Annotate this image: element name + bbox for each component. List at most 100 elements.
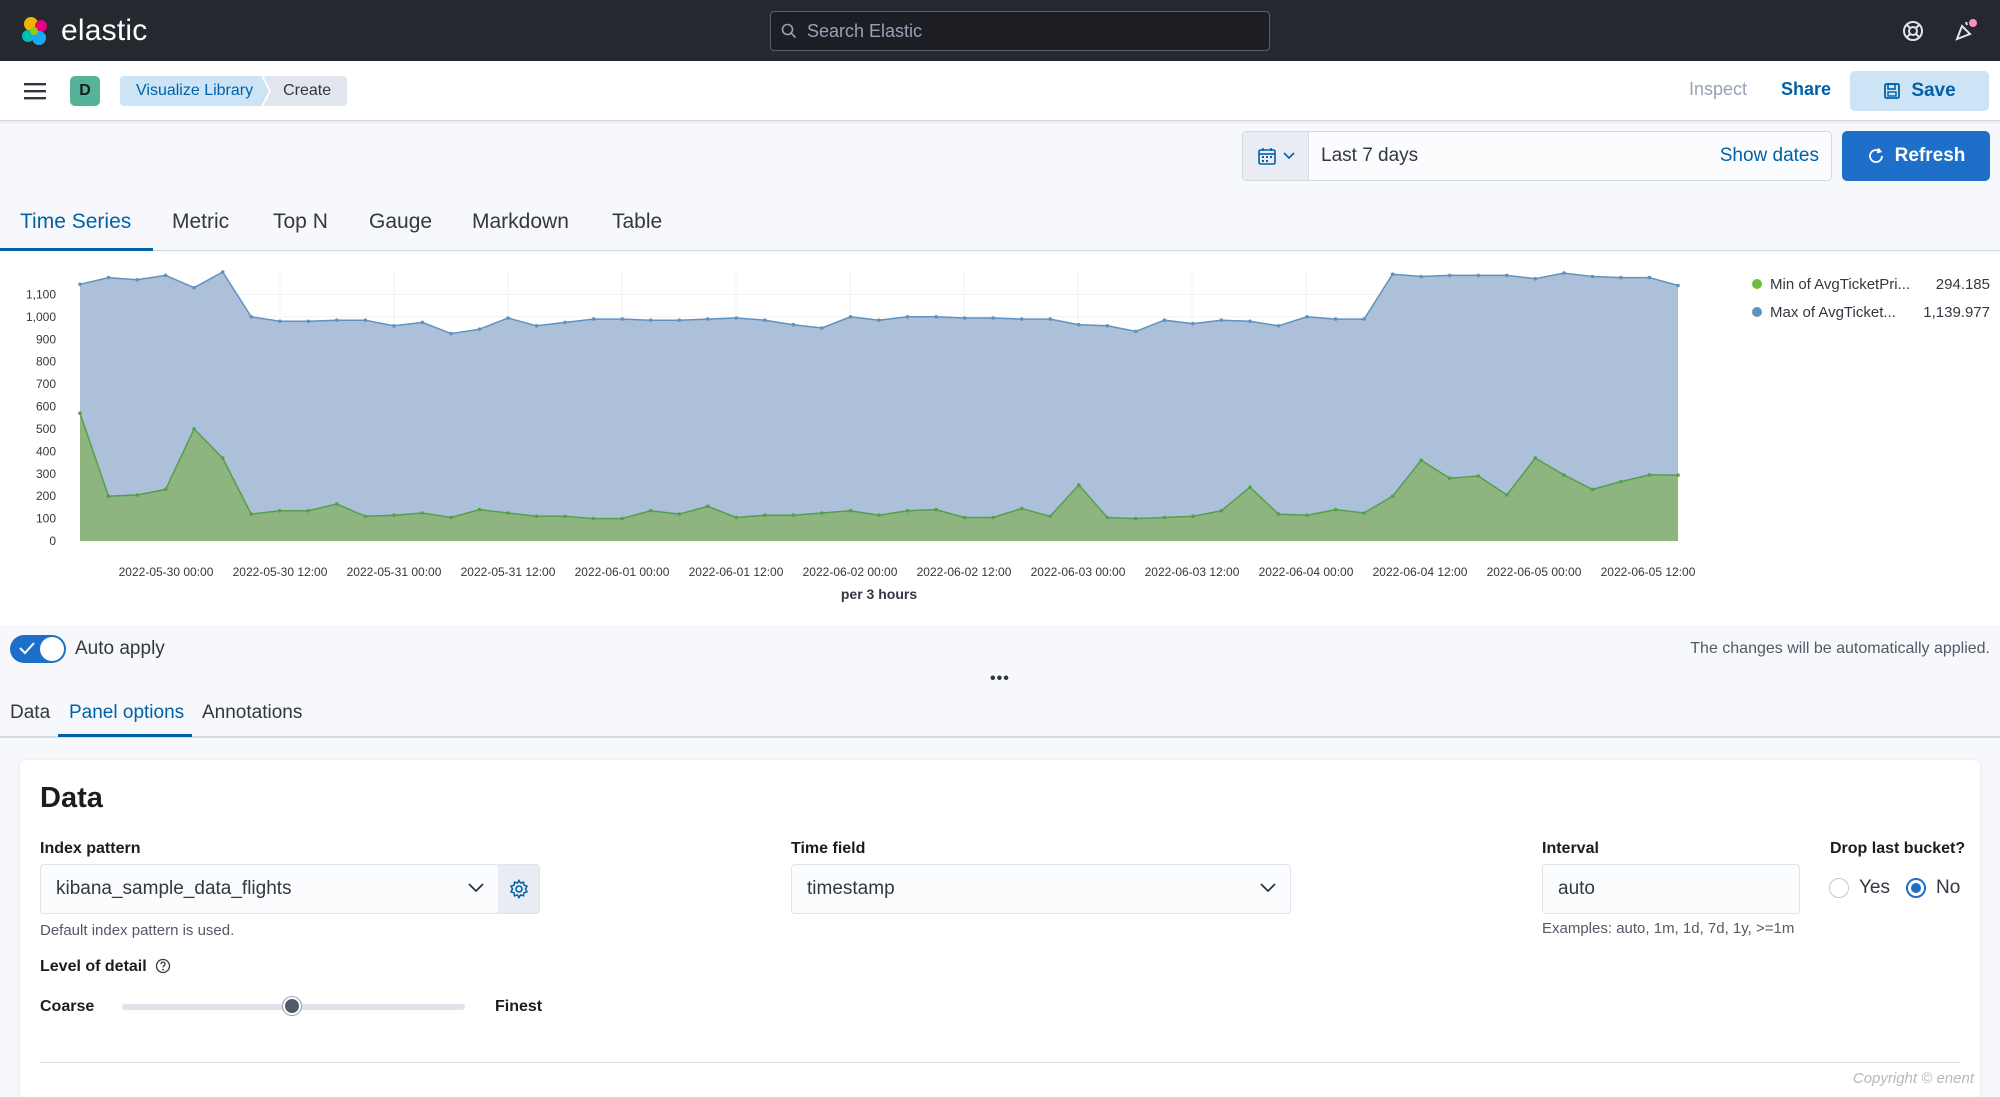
save-label: Save [1911,80,1956,101]
data-point [1162,515,1167,520]
data-point [534,514,539,519]
data-point [1419,274,1423,279]
data-point [620,317,624,321]
auto-apply-toggle[interactable] [10,635,66,663]
drop-last-no-radio[interactable] [1906,878,1926,898]
time-field-select[interactable]: timestamp [791,864,1291,914]
data-point [820,511,824,515]
breadcrumb-visualize-library[interactable]: Visualize Library [120,76,269,106]
question-icon[interactable] [155,958,171,974]
data-point [1362,317,1366,321]
data-point [677,318,682,322]
data-point [1248,319,1252,324]
newsfeed-icon[interactable] [1952,18,1978,44]
data-point [1505,493,1509,497]
search-input[interactable] [807,20,1247,42]
data-point [1676,473,1680,477]
time-series-chart: 0 100 200 300 400 500 600 700 800 900 1,000 1,100 20… [0,252,2000,625]
tab-data[interactable]: Data [10,702,51,723]
chevron-down-icon [1260,883,1276,893]
data-point [1419,458,1423,463]
data-point [991,515,995,520]
index-pattern-value: kibana_sample_data_flights [56,878,292,899]
data-point [734,316,739,320]
x-tick-label: 2022-06-02 12:00 [917,565,1012,579]
data-point [1305,513,1309,517]
tab-annotations[interactable]: Annotations [202,702,303,723]
data-point [877,318,881,322]
drop-last-yes-radio[interactable] [1829,878,1849,898]
tab-metric[interactable]: Metric [172,210,230,233]
y-tick-label: 500 [36,422,56,436]
refresh-button[interactable]: Refresh [1842,131,1990,181]
tab-panel-options[interactable]: Panel options [69,702,185,723]
y-tick-label: 1,000 [26,310,56,324]
share-link[interactable]: Share [1781,79,1832,99]
panel-resize-handle[interactable]: ••• [990,670,1010,687]
refresh-label: Refresh [1894,145,1966,166]
data-point [163,487,168,492]
index-pattern-settings-button[interactable] [498,864,540,914]
time-field-value: timestamp [807,878,895,899]
data-point [1562,473,1566,477]
help-icon[interactable] [1900,18,1926,44]
auto-apply-label: Auto apply [75,638,165,659]
data-point [449,331,453,336]
data-point [677,512,682,516]
y-tick-label: 600 [36,400,56,414]
interval-help: Examples: auto, 1m, 1d, 7d, 1y, >=1m [1542,920,1795,937]
tab-gauge[interactable]: Gauge [369,210,433,233]
copyright-watermark: Copyright © enent [1852,1070,1974,1087]
index-pattern-select[interactable]: kibana_sample_data_flights [40,864,499,914]
data-point [763,318,767,322]
data-point [106,494,111,498]
show-dates-link[interactable]: Show dates [1719,145,1819,166]
x-tick-label: 2022-06-05 12:00 [1601,565,1696,579]
x-tick-label: 2022-05-30 12:00 [233,565,328,579]
legend-swatch [1752,307,1762,317]
editor-tabs: Data Panel options Annotations [0,690,2000,738]
data-point [392,324,396,328]
interval-input[interactable]: auto [1542,864,1800,914]
data-point [905,315,910,319]
data-point [1590,274,1595,279]
calendar-icon [1257,148,1276,165]
x-tick-label: 2022-06-04 12:00 [1373,565,1468,579]
data-point [1505,273,1509,278]
search-bar[interactable] [770,11,1270,51]
data-point [1134,516,1138,521]
data-point [306,508,311,513]
level-of-detail-text: Level of detail [40,958,147,975]
data-point [1619,479,1623,484]
tab-markdown[interactable]: Markdown [472,210,569,233]
data-point [1048,317,1052,321]
refresh-icon [1868,147,1883,163]
active-editor-tab-indicator [58,734,192,737]
data-point [1447,273,1452,278]
slider-thumb[interactable] [283,997,301,1015]
data-point [477,507,482,512]
tab-top-n[interactable]: Top N [273,210,328,233]
data-point [877,513,881,517]
tab-table[interactable]: Table [612,210,663,233]
index-pattern-help: Default index pattern is used. [40,922,235,939]
data-point [706,504,710,509]
data-point [506,511,510,515]
index-pattern-label: Index pattern [40,840,141,857]
data-point [763,513,767,517]
menu-icon[interactable] [22,80,48,102]
quick-select-button[interactable] [1243,132,1309,180]
inspect-link[interactable]: Inspect [1689,79,1748,99]
elastic-logo[interactable]: elastic [19,14,147,48]
legend-series-value: 294.185 [1936,276,1990,293]
legend-series-value: 1,139.977 [1923,304,1990,321]
date-range-text[interactable]: Last 7 days [1321,145,1419,166]
auto-apply-note: The changes will be automatically applie… [1690,640,1990,657]
data-point [1533,456,1538,460]
y-tick-label: 800 [36,355,56,369]
x-tick-label: 2022-06-01 12:00 [689,565,784,579]
space-avatar[interactable]: D [70,76,100,106]
chart-svg: 0 100 200 300 400 500 600 700 800 900 1,000 1,100 20… [26,270,1990,602]
save-button[interactable]: Save [1850,71,1989,111]
tab-time-series[interactable]: Time Series [20,210,132,233]
